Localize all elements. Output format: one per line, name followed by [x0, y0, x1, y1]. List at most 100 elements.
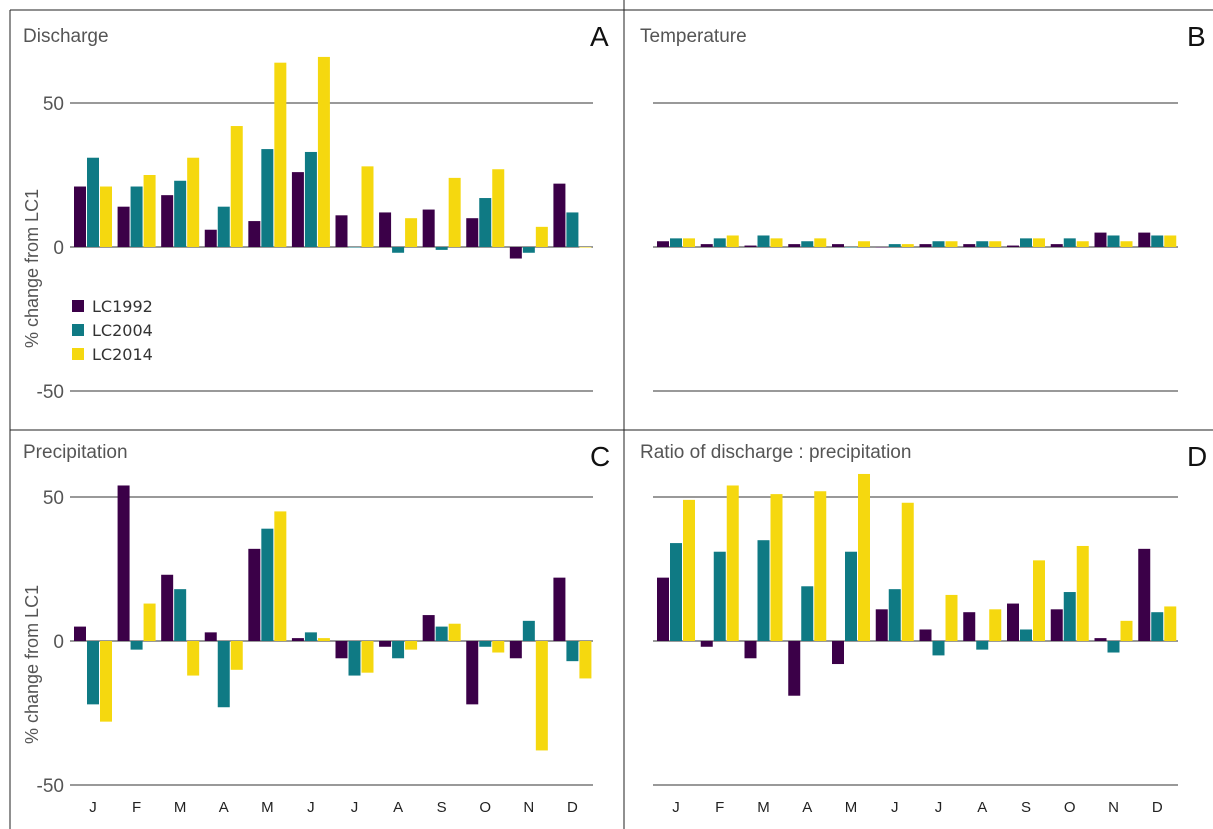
bar-lc2004-m — [757, 540, 770, 641]
bar-lc2014-m — [187, 157, 200, 247]
x-tick-label: A — [802, 799, 812, 816]
bar-lc1992-m — [161, 574, 174, 641]
bar-lc1992-m — [248, 221, 261, 247]
bar-lc2014-o — [1076, 241, 1089, 247]
panel-c: Precipitation C -50 0 50 J F M A M J J A S O N D — [23, 441, 610, 816]
x-tick-label: A — [977, 799, 987, 816]
bar-lc2014-s — [1033, 560, 1045, 641]
x-tick-label: J — [672, 799, 680, 816]
bar-lc1992-n — [509, 641, 522, 659]
bar-lc2004-m — [174, 180, 187, 247]
bar-lc1992-o — [1050, 609, 1063, 641]
bar-lc1992-j — [919, 244, 932, 247]
bar-lc2014-o — [1076, 545, 1089, 641]
bar-lc1992-s — [422, 615, 435, 641]
x-tick-label: S — [437, 799, 447, 816]
bar-lc1992-m — [744, 245, 757, 247]
bar-lc1992-n — [1094, 638, 1107, 641]
bar-lc2014-s — [1033, 238, 1045, 247]
y-tick-label: 0 — [53, 238, 64, 259]
bar-lc2014-a — [814, 238, 827, 247]
bar-lc2004-j — [932, 641, 945, 656]
y-tick-label: -50 — [37, 776, 64, 797]
bar-lc2004-a — [217, 206, 230, 247]
x-tick-label: A — [393, 799, 403, 816]
bar-lc2014-a — [230, 641, 243, 670]
bar-lc2004-m — [845, 247, 857, 248]
panel-b-plot — [653, 102, 1178, 392]
panel-a-letter: A — [590, 21, 609, 52]
bar-lc1992-a — [204, 632, 217, 641]
x-tick-label: S — [1021, 799, 1031, 816]
bar-lc2004-j — [670, 543, 682, 641]
bar-lc2004-a — [976, 241, 989, 247]
x-tick-label: J — [891, 799, 899, 816]
bar-lc1992-m — [832, 244, 844, 247]
bar-lc2004-n — [522, 247, 535, 253]
y-axis-label-top: % change from LC1 — [22, 189, 42, 348]
bar-lc2004-a — [976, 641, 989, 650]
bar-lc1992-a — [963, 244, 976, 247]
bar-lc2014-m — [187, 641, 200, 676]
bar-lc2014-n — [1120, 620, 1133, 641]
panel-a-title: Discharge — [23, 26, 109, 47]
bar-lc1992-j — [291, 172, 304, 247]
bar-lc2014-a — [989, 609, 1002, 641]
bar-lc2014-j — [317, 638, 330, 641]
bar-lc2014-j — [100, 641, 112, 722]
bar-lc2004-f — [130, 641, 143, 650]
bar-lc2014-d — [579, 641, 592, 679]
bar-lc2004-a — [801, 241, 814, 247]
bar-lc1992-s — [1007, 603, 1019, 641]
y-tick-label: 50 — [43, 94, 64, 115]
bar-lc2014-s — [448, 623, 461, 641]
bar-lc1992-s — [422, 209, 435, 247]
bar-lc2014-j — [361, 641, 374, 673]
panel-b-title: Temperature — [640, 26, 747, 47]
x-tick-label: M — [845, 799, 858, 816]
bar-lc1992-m — [832, 641, 844, 665]
bar-lc1992-a — [379, 641, 392, 647]
x-tick-label: F — [715, 799, 724, 816]
bar-lc2004-s — [435, 247, 448, 250]
bar-lc2004-d — [1151, 612, 1164, 641]
bar-lc2004-d — [1151, 235, 1164, 247]
bar-lc1992-j — [919, 629, 932, 641]
bar-lc2014-j — [683, 238, 695, 247]
bar-lc1992-j — [875, 247, 888, 248]
bar-lc2014-f — [143, 175, 156, 247]
bar-lc2004-j — [348, 247, 361, 248]
bar-lc2004-m — [174, 589, 187, 641]
bar-lc2014-j — [100, 186, 112, 247]
bar-lc2004-j — [304, 632, 317, 641]
bar-lc1992-f — [117, 485, 130, 641]
bar-lc2014-j — [361, 166, 374, 247]
x-tick-label: J — [935, 799, 943, 816]
panel-a: Discharge A -50 0 50 — [23, 21, 609, 403]
bar-lc2004-j — [932, 241, 945, 247]
bar-lc1992-f — [700, 641, 713, 647]
bar-lc1992-j — [74, 626, 86, 641]
bar-lc1992-a — [204, 229, 217, 247]
panel-a-plot: -50 0 50 — [37, 56, 593, 403]
bar-lc2014-n — [535, 641, 548, 751]
bar-lc2014-m — [770, 238, 783, 247]
bar-lc2014-j — [901, 244, 914, 247]
bar-lc2014-j — [317, 56, 330, 247]
bar-lc1992-a — [788, 641, 801, 696]
panel-d-title: Ratio of discharge : precipitation — [640, 442, 911, 463]
panel-c-letter: C — [590, 441, 610, 472]
bar-lc1992-d — [1138, 232, 1151, 247]
bar-lc2014-a — [814, 491, 827, 641]
x-tick-label: M — [174, 799, 187, 816]
legend-label-lc2014: LC2014 — [92, 345, 153, 364]
bar-lc2004-a — [217, 641, 230, 708]
bar-lc2004-f — [713, 238, 726, 247]
bar-lc2004-m — [261, 149, 274, 247]
x-tick-label: N — [1108, 799, 1119, 816]
bar-lc1992-m — [744, 641, 757, 659]
bar-lc2014-a — [230, 126, 243, 247]
x-tick-label: D — [1152, 799, 1163, 816]
